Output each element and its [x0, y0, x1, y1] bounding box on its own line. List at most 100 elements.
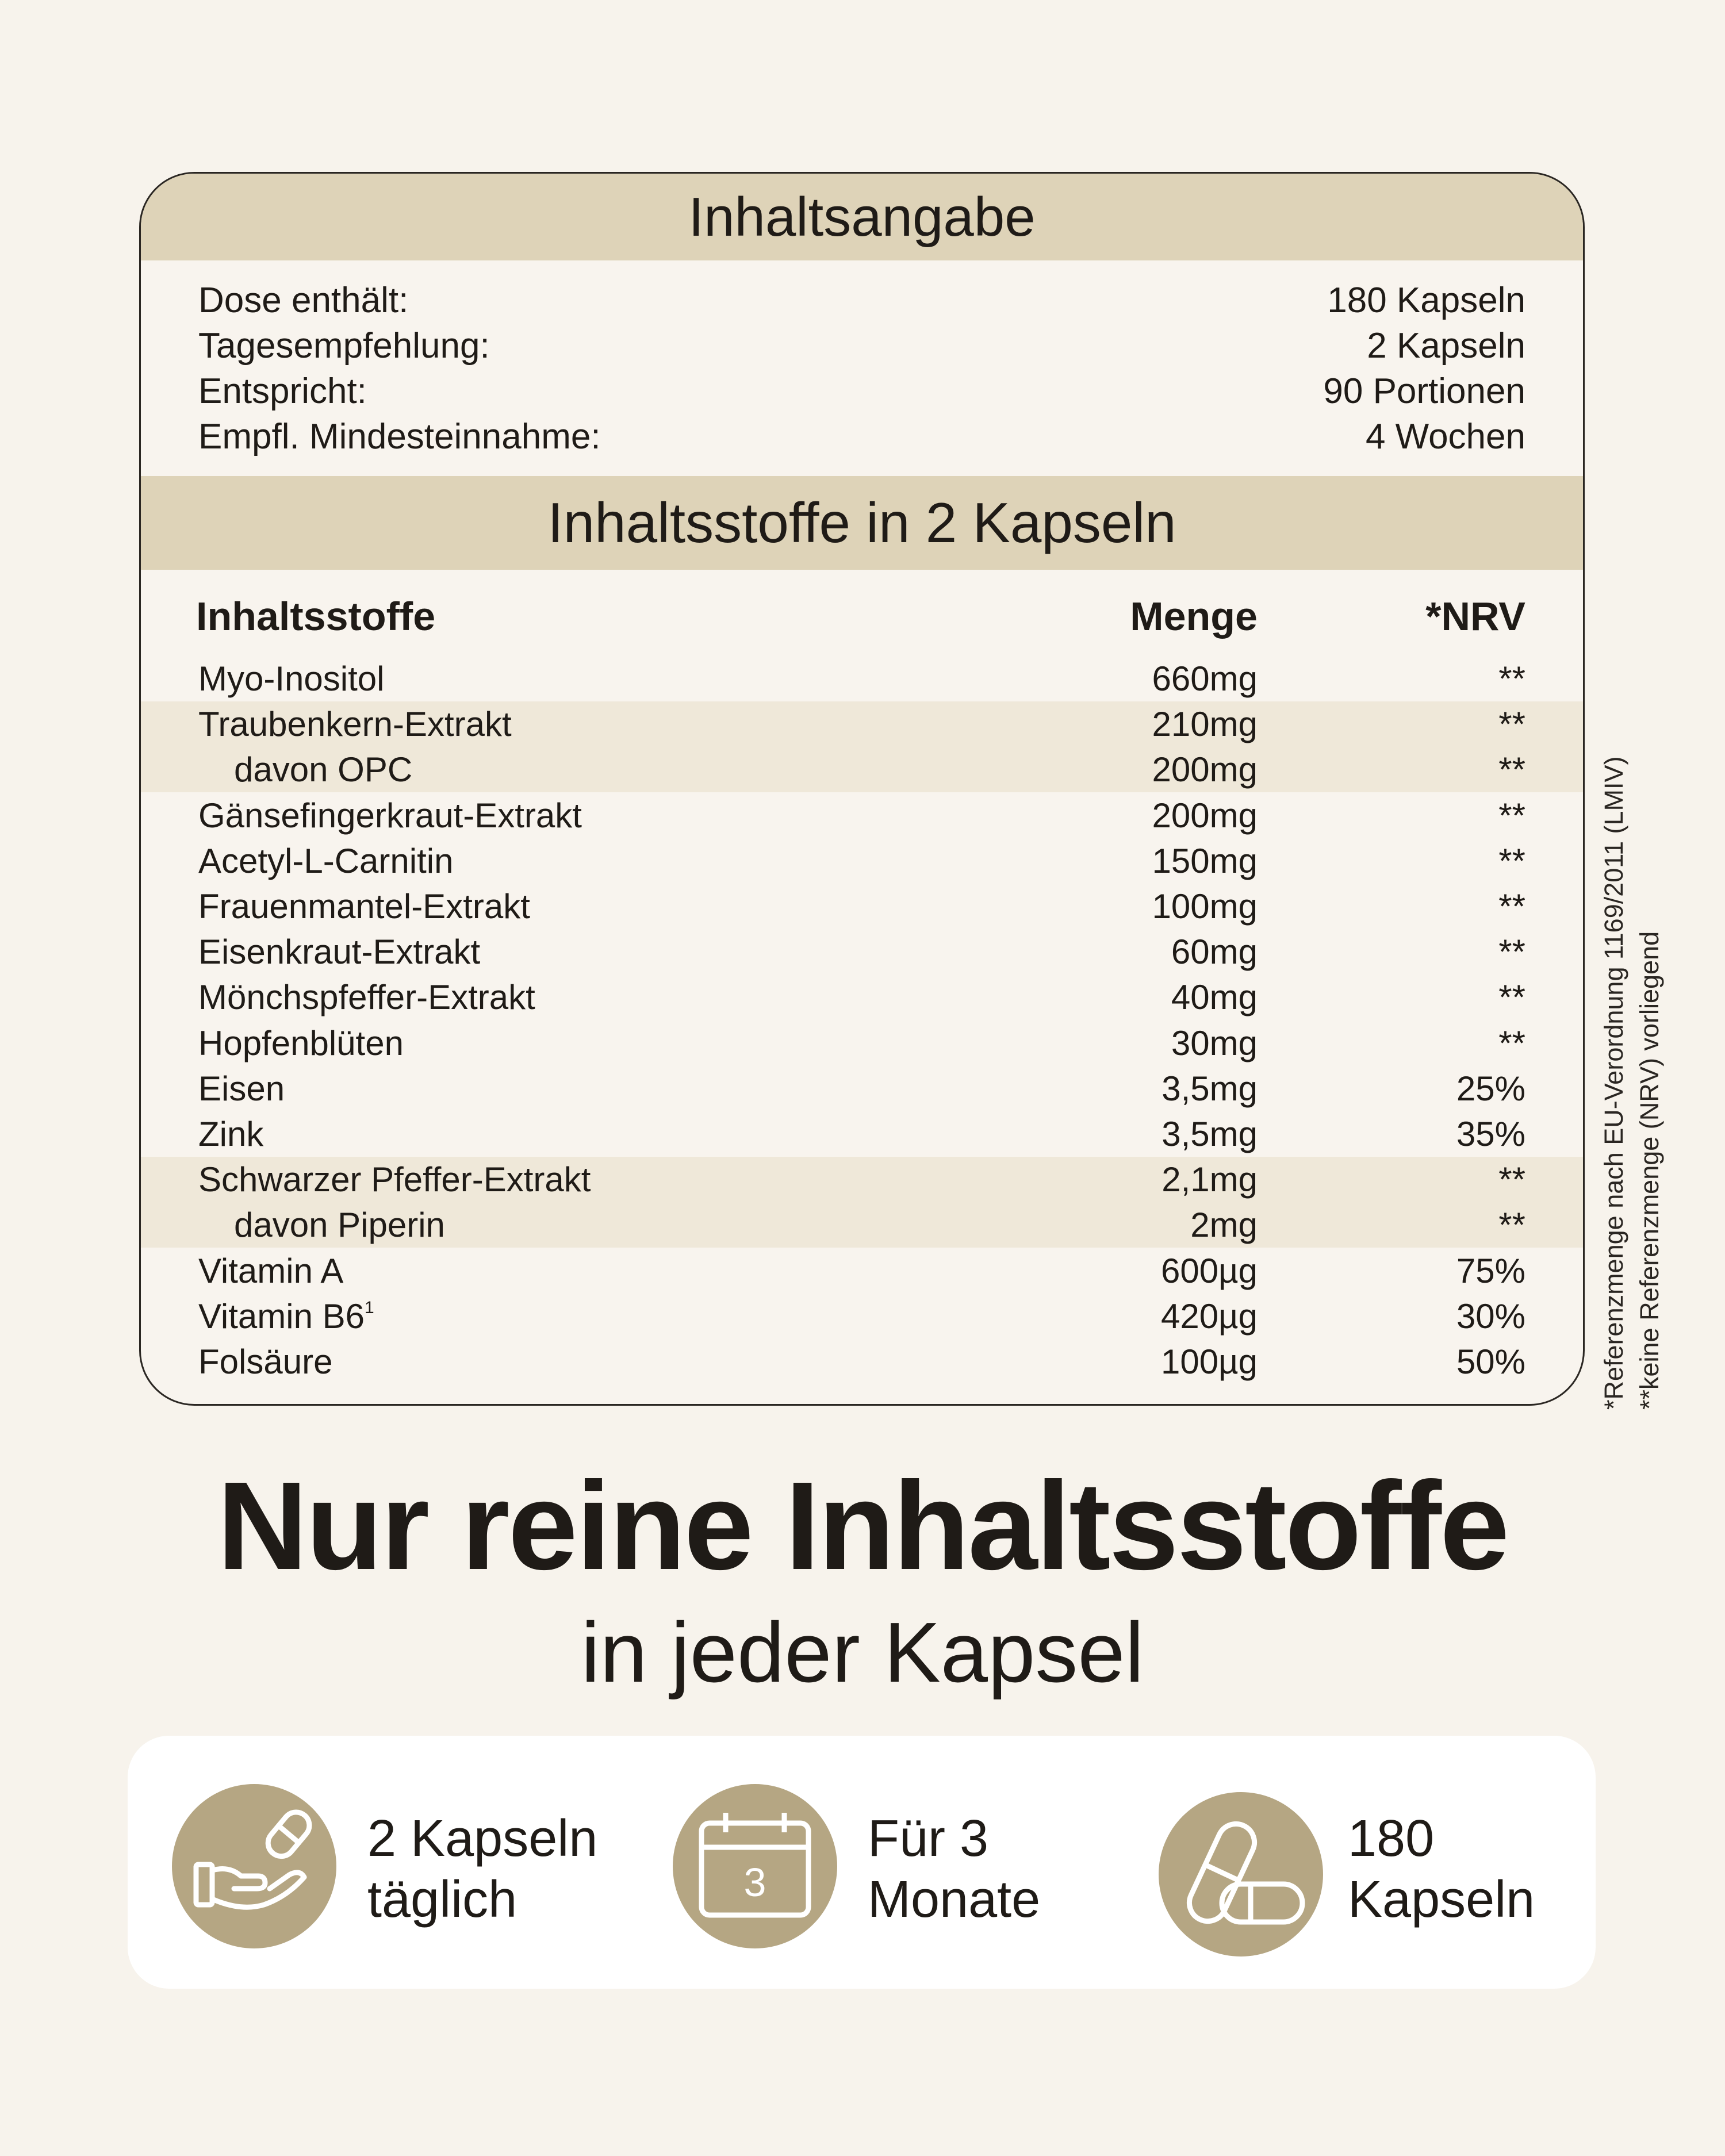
overview-row: Tagesempfehlung: 2 Kapseln: [198, 323, 1525, 369]
feature-months-line2: Monate: [868, 1871, 1041, 1928]
table-row: Acetyl-L-Carnitin 150mg **: [141, 838, 1583, 884]
ingredient-name: Eisenkraut-Extrakt: [198, 929, 480, 975]
overview-label: Dose enthält:: [198, 281, 409, 320]
ingredient-amount: 40mg: [1171, 978, 1258, 1017]
ingredient-amount: 2mg: [1190, 1206, 1258, 1245]
ingredient-amount: 600µg: [1160, 1251, 1258, 1290]
overview-value: 90 Portionen: [1323, 371, 1525, 411]
ingredient-amount: 60mg: [1171, 933, 1258, 972]
ingredient-nrv: **: [1498, 1206, 1525, 1245]
footnote-nrv: *Referenzmenge nach EU-Verordnung 1169/2…: [1599, 756, 1628, 1410]
subline: in jeder Kapsel: [581, 1605, 1144, 1700]
ingredient-amount: 420µg: [1160, 1296, 1258, 1336]
ingredient-name-text: Gänsefingerkraut-Extrakt: [198, 796, 582, 835]
ingredient-nrv: 50%: [1456, 1342, 1525, 1381]
ingredient-nrv: **: [1498, 1160, 1525, 1199]
ingredient-name-text: Vitamin A: [198, 1251, 344, 1290]
headline: Nur reine Inhaltsstoffe: [217, 1456, 1510, 1596]
table-row: Mönchspfeffer-Extrakt 40mg **: [141, 975, 1583, 1020]
overview-row: Entspricht: 90 Portionen: [198, 369, 1525, 414]
calendar-number: 3: [744, 1860, 766, 1905]
table-row: Myo-Inositol 660mg **: [141, 656, 1583, 701]
ingredient-amount: 210mg: [1152, 705, 1258, 744]
table-row: Frauenmantel-Extrakt 100mg **: [141, 884, 1583, 929]
ingredient-amount: 100µg: [1160, 1342, 1258, 1381]
overview-label: Entspricht:: [198, 371, 367, 411]
ingredient-amount: 200mg: [1152, 796, 1258, 835]
nutrition-card: Inhaltsangabe Dose enthält: 180 Kapseln Ta…: [139, 172, 1585, 1406]
ingredient-nrv: 75%: [1456, 1251, 1525, 1290]
ingredient-name-text: Vitamin B6: [198, 1296, 365, 1336]
ingredient-name: Hopfenblüten: [198, 1021, 404, 1066]
feature-daily-line2: täglich: [367, 1871, 518, 1928]
ingredient-nrv: **: [1498, 841, 1525, 880]
table-row: davon Piperin 2mg **: [141, 1202, 1583, 1248]
overview-label: Tagesempfehlung:: [198, 326, 490, 366]
feature-months: Für 3 Monate: [868, 1808, 1040, 1930]
features-panel: 2 Kapseln täglich 3 Für 3 Monate 180 Kap…: [128, 1736, 1596, 1989]
ingredient-nrv: **: [1498, 750, 1525, 789]
ingredient-nrv: 25%: [1456, 1069, 1525, 1108]
feature-count: 180 Kapseln: [1348, 1808, 1535, 1930]
ingredient-amount: 200mg: [1152, 750, 1258, 789]
ingredient-nrv: **: [1498, 796, 1525, 835]
capsules-icon: [1159, 1792, 1323, 1956]
ingredient-name: Schwarzer Pfeffer-Extrakt: [198, 1157, 591, 1202]
ingredient-name: Eisen: [198, 1066, 285, 1111]
overview-value: 2 Kapseln: [1367, 326, 1525, 366]
ingredient-name-text: Zink: [198, 1115, 264, 1153]
ingredient-amount: 150mg: [1152, 841, 1258, 880]
header-nrv: *NRV: [1425, 594, 1525, 639]
footnote-marker: 1: [365, 1298, 374, 1317]
ingredient-name: Zink: [198, 1111, 263, 1157]
ingredient-name-text: Acetyl-L-Carnitin: [198, 841, 454, 880]
header-name: Inhaltsstoffe: [196, 594, 436, 639]
ingredient-nrv: **: [1498, 887, 1525, 926]
overview-row: Dose enthält: 180 Kapseln: [198, 278, 1525, 323]
ingredient-amount: 660mg: [1152, 659, 1258, 698]
ingredient-name-text: Mönchspfeffer-Extrakt: [198, 978, 535, 1017]
ingredient-amount: 100mg: [1152, 887, 1258, 926]
overview-row: Empfl. Mindesteinnahme: 4 Wochen: [198, 414, 1525, 459]
table-row: Folsäure 100µg 50%: [141, 1339, 1583, 1384]
ingredient-name: Gänsefingerkraut-Extrakt: [198, 793, 582, 838]
footnote-no-nrv: **keine Referenzmenge (NRV) vorliegend: [1635, 931, 1664, 1410]
calendar-icon: 3: [673, 1784, 837, 1948]
feature-count-line1: 180: [1348, 1810, 1435, 1867]
overview-value: 4 Wochen: [1365, 417, 1525, 456]
ingredient-amount: 2,1mg: [1162, 1160, 1258, 1199]
feature-daily: 2 Kapseln täglich: [367, 1808, 597, 1930]
ingredient-name-text: Schwarzer Pfeffer-Extrakt: [198, 1160, 591, 1199]
ingredient-name-text: Folsäure: [198, 1342, 333, 1381]
table-row: davon OPC 200mg **: [141, 747, 1583, 793]
ingredient-name: davon Piperin: [234, 1202, 445, 1248]
ingredient-nrv: **: [1498, 705, 1525, 744]
ingredient-name-text: Traubenkern-Extrakt: [198, 705, 512, 744]
feature-daily-line1: 2 Kapseln: [367, 1810, 598, 1867]
table-row: Vitamin A 600µg 75%: [141, 1248, 1583, 1294]
ingredient-name-text: davon Piperin: [234, 1206, 445, 1245]
ingredient-amount: 30mg: [1171, 1023, 1258, 1062]
overview-title: Inhaltsangabe: [141, 174, 1583, 260]
table-row: Zink 3,5mg 35%: [141, 1111, 1583, 1157]
ingredient-name: Acetyl-L-Carnitin: [198, 838, 453, 884]
header-amount: Menge: [1130, 594, 1258, 639]
feature-months-line1: Für 3: [868, 1810, 989, 1867]
overview-value: 180 Kapseln: [1327, 281, 1525, 320]
ingredient-name-text: davon OPC: [234, 750, 413, 789]
feature-count-line2: Kapseln: [1348, 1871, 1535, 1928]
ingredient-name: davon OPC: [234, 747, 412, 792]
ingredient-name: Traubenkern-Extrakt: [198, 701, 512, 747]
hand-capsule-icon: [172, 1784, 336, 1948]
ingredient-name: Vitamin B61: [198, 1294, 374, 1339]
footnotes: *Referenzmenge nach EU-Verordnung 1169/2…: [1596, 756, 1667, 1410]
ingredient-name: Vitamin A: [198, 1248, 343, 1294]
ingredient-nrv: **: [1498, 978, 1525, 1017]
ingredient-name-text: Eisen: [198, 1069, 285, 1108]
table-header: Inhaltsstoffe Menge *NRV: [196, 592, 1525, 640]
ingredient-name-text: Frauenmantel-Extrakt: [198, 887, 530, 926]
ingredient-amount: 3,5mg: [1162, 1069, 1258, 1108]
overview-label: Empfl. Mindesteinnahme:: [198, 417, 601, 456]
table-row: Traubenkern-Extrakt 210mg **: [141, 701, 1583, 747]
ingredient-name: Frauenmantel-Extrakt: [198, 884, 530, 929]
